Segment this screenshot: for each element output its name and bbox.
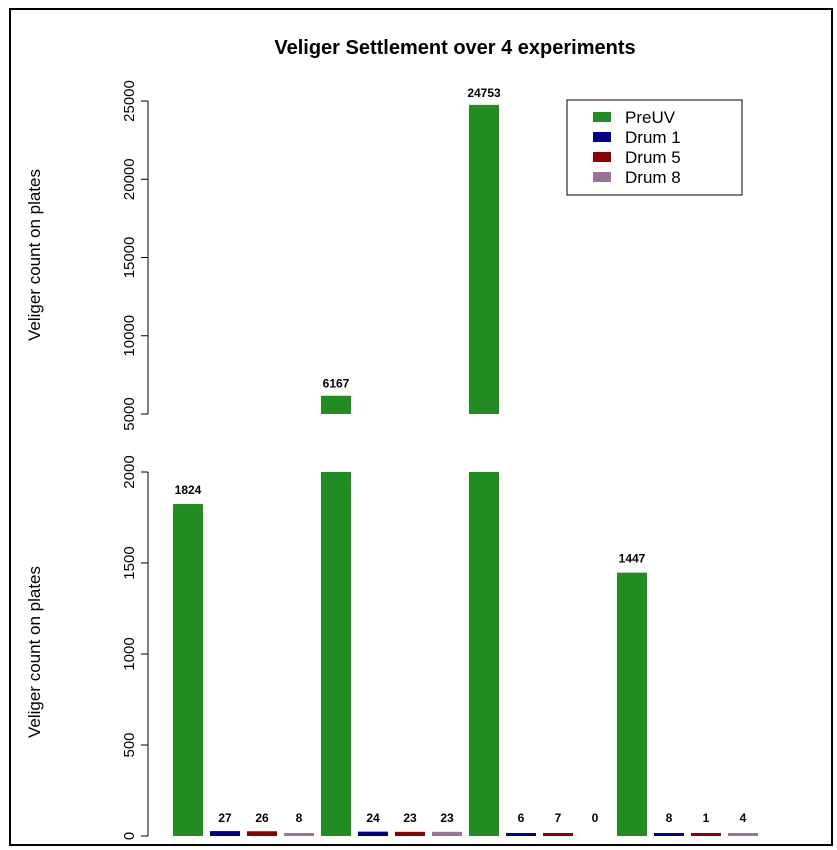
legend-entry: Drum 8: [625, 168, 681, 187]
upper-y-tick-label: 5000: [121, 397, 138, 430]
bar-drum-5-group-2: [395, 831, 425, 836]
data-label: 27: [218, 811, 232, 825]
bar-preuv-group-3: [469, 472, 499, 836]
chart-title: Veliger Settlement over 4 experiments: [274, 37, 635, 59]
bar-drum-1-group-1: [210, 831, 240, 836]
bar-upper-preuv-group-2: [321, 395, 351, 414]
legend-swatch: [593, 112, 611, 122]
upper-y-tick-label: 20000: [121, 158, 138, 200]
data-label: 4: [740, 811, 747, 825]
data-label: 8: [296, 811, 303, 825]
lower-y-tick-label: 500: [121, 732, 138, 757]
bar-drum-5-group-4: [691, 833, 721, 836]
data-label: 1824: [175, 483, 202, 497]
legend-swatch: [593, 152, 611, 162]
data-label: 6: [518, 811, 525, 825]
data-label: 1447: [619, 552, 646, 566]
upper-y-tick-label: 10000: [121, 315, 138, 357]
upper-y-tick-label: 25000: [121, 80, 138, 122]
data-label: 6167: [323, 377, 350, 391]
bar-preuv-group-2: [321, 472, 351, 836]
bar-drum-5-group-1: [247, 831, 277, 836]
lower-y-axis-label: Veliger count on plates: [25, 566, 44, 738]
bar-drum-1-group-4: [654, 833, 684, 836]
bar-preuv-group-1: [173, 504, 203, 836]
data-labels: 1824 27 26 8 6167 24 23 23 24753 6 7 0 1447 8 1 4: [175, 86, 747, 825]
data-label: 26: [255, 811, 269, 825]
data-label: 8: [666, 811, 673, 825]
legend-swatch: [593, 132, 611, 142]
bar-preuv-group-4: [617, 572, 647, 836]
upper-y-tick-label: 15000: [121, 237, 138, 279]
data-label: 1: [703, 811, 710, 825]
lower-y-tick-label: 1000: [121, 637, 138, 670]
bar-drum-8-group-2: [432, 831, 462, 836]
bar-drum-1-group-2: [358, 831, 388, 836]
lower-y-tick-label: 0: [121, 832, 138, 840]
bar-drum-8-group-1: [284, 833, 314, 836]
legend-swatch: [593, 172, 611, 182]
data-label: 23: [440, 811, 454, 825]
data-label: 7: [555, 811, 562, 825]
axes: 5000 10000 15000 20000 25000 0 500 1000 1500 2000: [121, 80, 149, 840]
upper-y-axis-label: Veliger count on plates: [25, 169, 44, 341]
bar-upper-preuv-group-3: [469, 104, 499, 415]
bar-drum-8-group-4: [728, 833, 758, 836]
bar-drum-5-group-3: [543, 833, 573, 836]
bars: [173, 104, 758, 836]
data-label: 24: [366, 811, 380, 825]
lower-y-tick-label: 1500: [121, 546, 138, 579]
bar-drum-1-group-3: [506, 833, 536, 836]
data-label: 23: [403, 811, 417, 825]
legend-entry: Drum 1: [625, 128, 681, 147]
data-label: 0: [592, 811, 599, 825]
data-label: 24753: [467, 86, 501, 100]
lower-y-tick-label: 2000: [121, 455, 138, 488]
legend-entry: PreUV: [625, 108, 676, 127]
legend-entry: Drum 5: [625, 148, 681, 167]
